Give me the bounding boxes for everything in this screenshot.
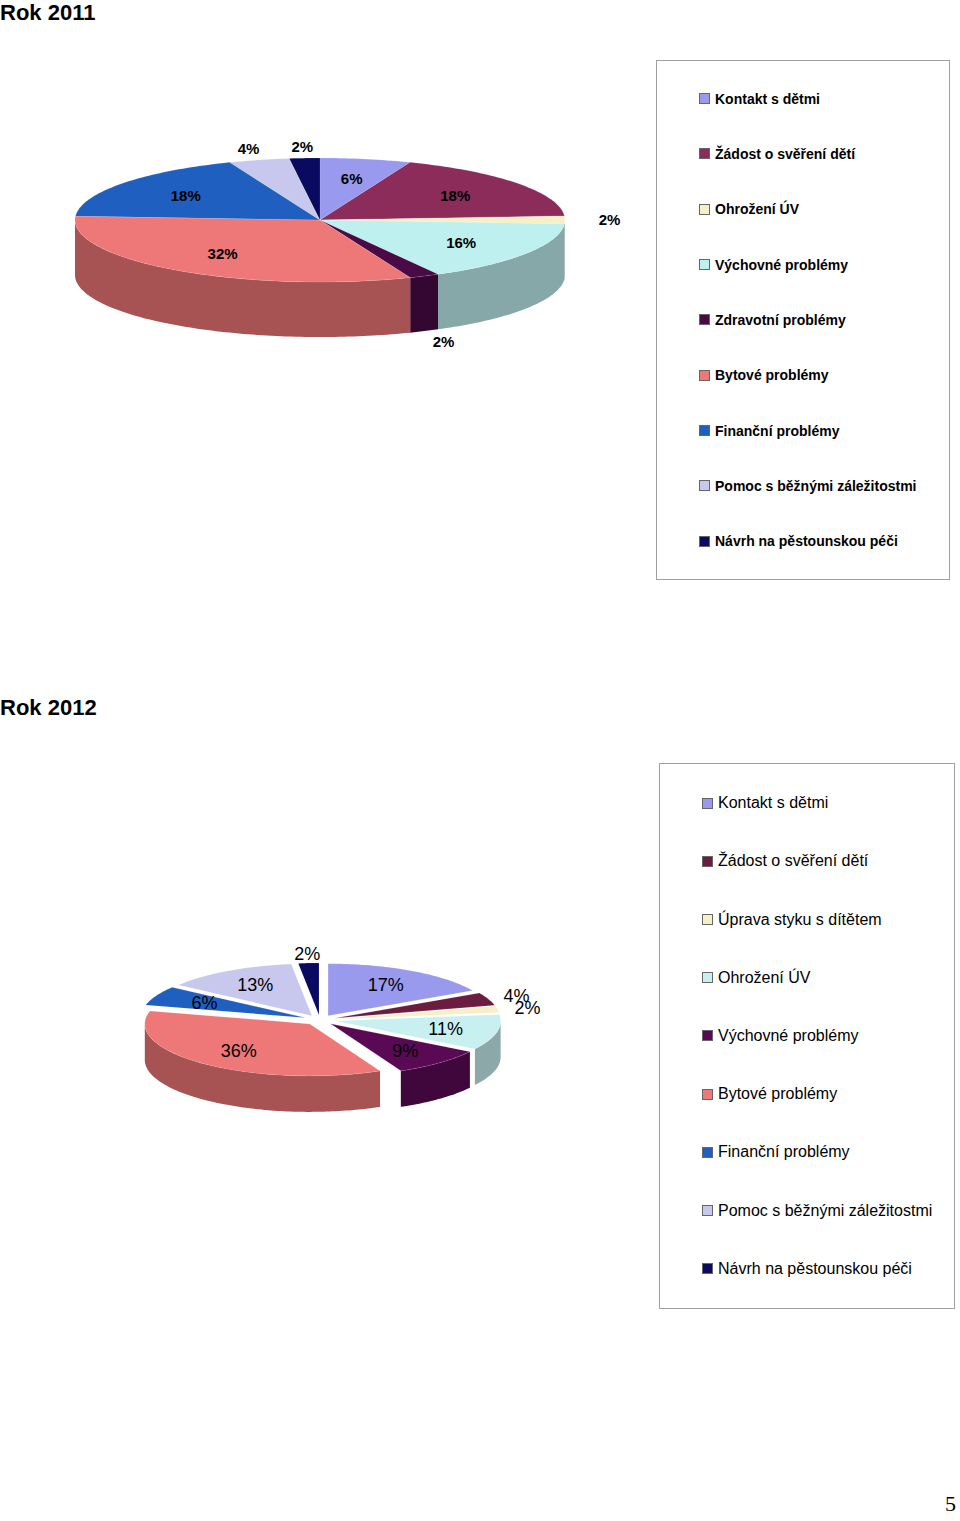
svg-text:13%: 13%: [237, 975, 273, 995]
svg-text:6%: 6%: [341, 170, 363, 187]
html-text:Ohrožení ÚV: Ohrožení ÚV: [718, 968, 811, 986]
html-text:Výchovné problémy: Výchovné problémy: [715, 256, 848, 273]
html-text:Úprava styku s dítětem: Úprava styku s dítětem: [718, 910, 882, 928]
html-text:Finanční problémy: Finanční problémy: [715, 422, 840, 439]
html-text:Bytové problémy: Bytové problémy: [715, 367, 829, 384]
svg-text:18%: 18%: [171, 187, 201, 204]
svg-text:2%: 2%: [514, 998, 540, 1018]
svg-text:11%: 11%: [428, 1019, 463, 1039]
html-text:Rok 2012: Rok 2012: [0, 695, 97, 720]
svg-text:36%: 36%: [221, 1041, 257, 1061]
html-text:Návrh na pěstounskou péči: Návrh na pěstounskou péči: [715, 533, 898, 550]
svg-text:4%: 4%: [503, 985, 530, 1006]
svg-text:32%: 32%: [208, 245, 238, 262]
html-text:Výchovné problémy: Výchovné problémy: [718, 1027, 859, 1044]
html-text:Ohrožení ÚV: Ohrožení ÚV: [715, 201, 799, 218]
svg-text:2%: 2%: [292, 138, 314, 155]
svg-text:2%: 2%: [599, 211, 621, 228]
html-text:Žádost o svěření dětí: Žádost o svěření dětí: [718, 852, 869, 870]
svg-text:9%: 9%: [392, 1041, 418, 1061]
svg-text:2%: 2%: [294, 944, 320, 964]
html-text:Kontakt s dětmi: Kontakt s dětmi: [718, 794, 829, 812]
html-text:5: 5: [945, 1491, 956, 1516]
svg-text:2%: 2%: [433, 332, 455, 349]
html-text:Žádost o svěření dětí: Žádost o svěření dětí: [715, 146, 855, 162]
svg-text:16%: 16%: [446, 234, 476, 251]
svg-text:6%: 6%: [191, 993, 217, 1013]
html-text:Návrh na pěstounskou péči: Návrh na pěstounskou péči: [718, 1259, 912, 1277]
svg-text:17%: 17%: [368, 975, 404, 995]
svg-text:18%: 18%: [440, 187, 470, 204]
html-text:Rok 2011: Rok 2011: [0, 0, 96, 25]
html-text:Pomoc s běžnými záležitostmi: Pomoc s běžnými záležitostmi: [718, 1201, 933, 1219]
html-text:Bytové problémy: Bytové problémy: [718, 1085, 838, 1103]
html-text:Pomoc s běžnými záležitostmi: Pomoc s běžnými záležitostmi: [715, 478, 917, 494]
html-text:Kontakt s dětmi: Kontakt s dětmi: [715, 90, 820, 107]
html-text:Finanční problémy: Finanční problémy: [718, 1143, 850, 1161]
html-text:Zdravotní problémy: Zdravotní problémy: [715, 312, 846, 328]
svg-text:4%: 4%: [238, 140, 260, 157]
